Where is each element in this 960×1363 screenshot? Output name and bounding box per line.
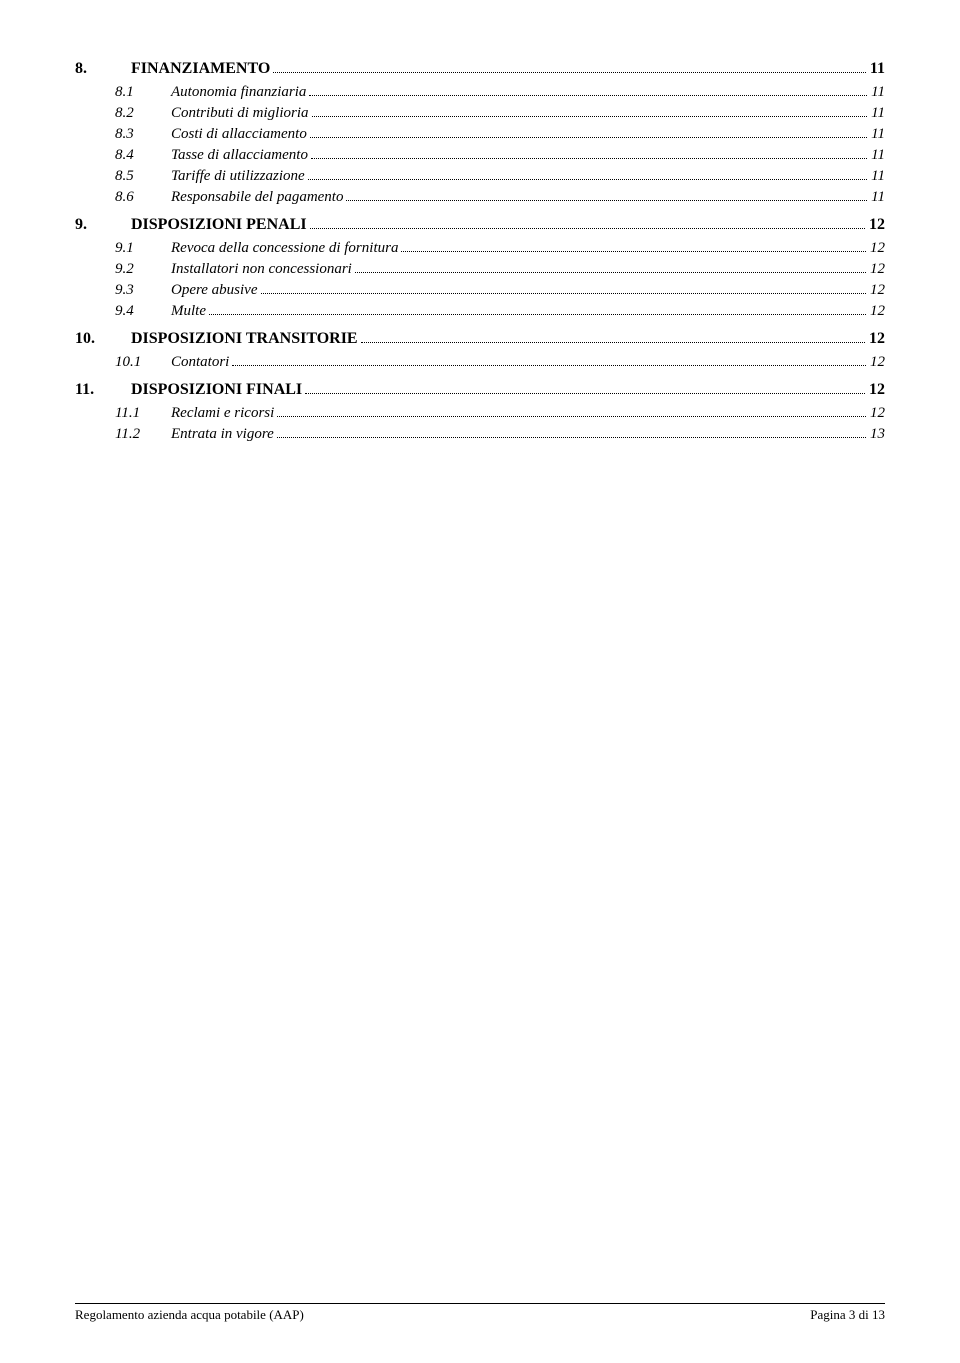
toc-section: 8.FINANZIAMENTO 11: [75, 60, 885, 78]
toc-title: Revoca della concessione di fornitura: [171, 240, 398, 257]
toc-page: 12: [869, 216, 885, 234]
toc-leader-dots: [277, 426, 866, 438]
toc-title: Contributi di miglioria: [171, 105, 309, 122]
footer-right: Pagina 3 di 13: [810, 1307, 885, 1323]
toc-title: DISPOSIZIONI PENALI: [131, 216, 307, 234]
toc-subsection: 11.2Entrata in vigore 13: [115, 426, 885, 443]
toc-subsection: 8.5Tariffe di utilizzazione 11: [115, 168, 885, 185]
page-footer: Regolamento azienda acqua potabile (AAP)…: [75, 1303, 885, 1323]
toc-number: 10.: [75, 330, 131, 348]
toc-section: 10.DISPOSIZIONI TRANSITORIE 12: [75, 330, 885, 348]
toc-title: FINANZIAMENTO: [131, 60, 270, 78]
toc-leader-dots: [277, 405, 866, 417]
toc-title: Reclami e ricorsi: [171, 405, 274, 422]
toc-leader-dots: [232, 354, 866, 366]
toc-page: 11: [871, 105, 885, 122]
toc-leader-dots: [305, 381, 865, 394]
toc-leader-dots: [361, 330, 865, 343]
toc-subsection: 8.3Costi di allacciamento 11: [115, 126, 885, 143]
toc-page: 12: [869, 330, 885, 348]
toc-page: 11: [871, 147, 885, 164]
toc-page: 12: [870, 282, 885, 299]
toc-page: 12: [870, 240, 885, 257]
toc-page: 12: [869, 381, 885, 399]
toc-number: 9.2: [115, 261, 171, 278]
toc-leader-dots: [308, 168, 867, 180]
toc-number: 11.2: [115, 426, 171, 443]
toc-title: Responsabile del pagamento: [171, 189, 343, 206]
toc-number: 9.1: [115, 240, 171, 257]
toc-leader-dots: [311, 147, 867, 159]
toc-number: 8.1: [115, 84, 171, 101]
toc-leader-dots: [261, 282, 867, 294]
toc-subsection: 8.2Contributi di miglioria 11: [115, 105, 885, 122]
toc-title: DISPOSIZIONI FINALI: [131, 381, 302, 399]
toc-subsection: 10.1Contatori 12: [115, 354, 885, 371]
toc-page: 13: [870, 426, 885, 443]
toc-page: 11: [871, 126, 885, 143]
toc-title: Installatori non concessionari: [171, 261, 352, 278]
toc-leader-dots: [209, 303, 866, 315]
toc-subsection: 9.1Revoca della concessione di fornitura…: [115, 240, 885, 257]
toc-page: 12: [870, 354, 885, 371]
toc-subsection: 9.4Multe 12: [115, 303, 885, 320]
toc-number: 9.3: [115, 282, 171, 299]
toc-number: 8.6: [115, 189, 171, 206]
toc-page: 12: [870, 405, 885, 422]
toc-leader-dots: [310, 216, 865, 229]
toc-number: 10.1: [115, 354, 171, 371]
toc-title: Autonomia finanziaria: [171, 84, 306, 101]
toc-number: 8.5: [115, 168, 171, 185]
toc-subsection: 8.4Tasse di allacciamento 11: [115, 147, 885, 164]
toc-page: 12: [870, 303, 885, 320]
toc-subsection: 8.1Autonomia finanziaria 11: [115, 84, 885, 101]
toc-title: Multe: [171, 303, 206, 320]
toc-leader-dots: [312, 105, 868, 117]
toc-title: Contatori: [171, 354, 229, 371]
toc-title: DISPOSIZIONI TRANSITORIE: [131, 330, 358, 348]
toc-leader-dots: [310, 126, 867, 138]
toc-leader-dots: [401, 240, 866, 252]
toc-number: 11.: [75, 381, 131, 399]
toc-leader-dots: [346, 189, 867, 201]
toc-page: 11: [871, 189, 885, 206]
toc-title: Entrata in vigore: [171, 426, 274, 443]
toc-number: 9.4: [115, 303, 171, 320]
toc-number: 8.2: [115, 105, 171, 122]
toc-section: 11.DISPOSIZIONI FINALI 12: [75, 381, 885, 399]
toc-subsection: 11.1Reclami e ricorsi 12: [115, 405, 885, 422]
toc-page: 12: [870, 261, 885, 278]
toc-number: 8.: [75, 60, 131, 78]
toc-title: Tasse di allacciamento: [171, 147, 308, 164]
toc-page: 11: [871, 84, 885, 101]
footer-left: Regolamento azienda acqua potabile (AAP): [75, 1307, 304, 1323]
toc-section: 9.DISPOSIZIONI PENALI 12: [75, 216, 885, 234]
toc-title: Opere abusive: [171, 282, 258, 299]
toc-subsection: 9.3Opere abusive 12: [115, 282, 885, 299]
toc-number: 8.3: [115, 126, 171, 143]
toc-number: 9.: [75, 216, 131, 234]
toc-number: 8.4: [115, 147, 171, 164]
toc-number: 11.1: [115, 405, 171, 422]
toc-page: 11: [871, 168, 885, 185]
toc-leader-dots: [355, 261, 866, 273]
toc-leader-dots: [309, 84, 867, 96]
toc-page: 11: [870, 60, 885, 78]
toc-title: Tariffe di utilizzazione: [171, 168, 305, 185]
table-of-contents: 8.FINANZIAMENTO118.1Autonomia finanziari…: [75, 60, 885, 443]
toc-subsection: 8.6Responsabile del pagamento 11: [115, 189, 885, 206]
toc-leader-dots: [273, 60, 866, 73]
toc-title: Costi di allacciamento: [171, 126, 307, 143]
toc-subsection: 9.2Installatori non concessionari 12: [115, 261, 885, 278]
